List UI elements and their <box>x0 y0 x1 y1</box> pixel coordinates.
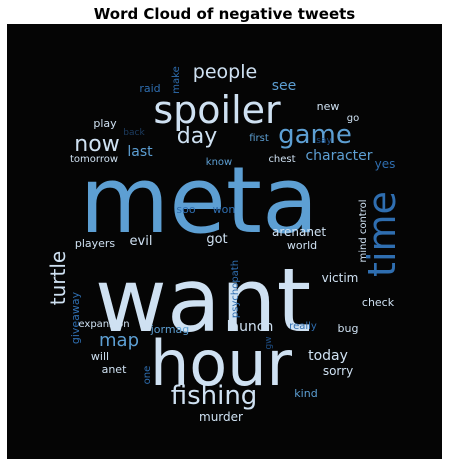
word-back: back <box>123 128 145 138</box>
word-say: say <box>316 136 332 146</box>
word-cloud-panel: meta want hour spoiler time game fishing people… <box>7 24 442 459</box>
figure-title: Word Cloud of negative tweets <box>93 5 356 23</box>
word-today: today <box>308 348 348 364</box>
word-expansion: expansion <box>78 319 129 330</box>
word-will: will <box>91 350 109 363</box>
word-make: make <box>171 66 182 93</box>
word-game: game <box>278 120 352 150</box>
word-mind-control: mind control <box>358 199 369 262</box>
word-see: see <box>272 78 297 94</box>
word-won: won <box>213 203 236 216</box>
word-bug: bug <box>338 322 359 335</box>
word-first: first <box>249 133 269 144</box>
word-play: play <box>93 117 117 130</box>
word-murder: murder <box>199 410 243 424</box>
word-evil: evil <box>130 234 153 249</box>
word-players: players <box>75 237 116 250</box>
word-people: people <box>193 61 257 83</box>
word-yes: yes <box>375 157 396 171</box>
word-turtle: turtle <box>46 251 70 305</box>
word-anet: anet <box>102 363 127 376</box>
word-sorry: sorry <box>323 364 353 378</box>
word-tomorrow: tomorrow <box>70 154 118 165</box>
word-know: know <box>206 157 232 168</box>
word-check: check <box>362 296 395 309</box>
word-kind: kind <box>294 387 317 400</box>
word-day: day <box>177 124 217 149</box>
word-fishing: fishing <box>171 381 258 411</box>
word-launch: launch <box>227 319 274 335</box>
word-victim: victim <box>322 271 359 285</box>
word-world: world <box>287 239 317 252</box>
word-new: new <box>317 100 340 113</box>
word-now: now <box>74 132 119 157</box>
word-go: go <box>347 113 359 124</box>
word-raid: raid <box>139 82 160 95</box>
word-one: one <box>142 366 153 385</box>
word-character: character <box>305 148 372 164</box>
word-meta: meta <box>80 147 319 254</box>
word-time: time <box>360 191 404 277</box>
word-jormag: jormag <box>150 323 190 336</box>
word-map: map <box>99 330 139 351</box>
word-hour: hour <box>150 327 293 400</box>
word-want: want <box>95 249 311 352</box>
word-spoiler: spoiler <box>153 88 281 132</box>
word-arenanet: arenanet <box>272 225 326 239</box>
word-soo: soo <box>176 203 195 216</box>
word-gw: gw <box>264 336 274 349</box>
word-chest: chest <box>268 154 295 165</box>
word-really: really <box>289 321 317 332</box>
word-giveaway: giveaway <box>69 291 82 344</box>
word-got: got <box>206 232 227 247</box>
word-psychopath: psychopath <box>230 260 241 318</box>
word-last: last <box>127 144 153 160</box>
